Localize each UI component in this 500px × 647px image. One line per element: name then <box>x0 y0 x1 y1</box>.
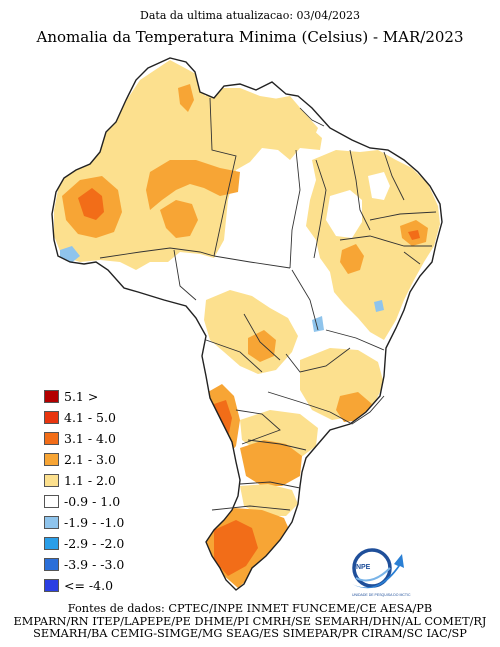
state-line-sp-pr <box>247 439 307 451</box>
legend-swatch <box>44 411 59 424</box>
legend-label: 5.1 > <box>64 389 99 404</box>
legend-swatch <box>44 495 59 508</box>
legend-label: 2.1 - 3.0 <box>64 452 116 467</box>
state-line-al-se <box>403 251 421 265</box>
anomaly-core-center <box>248 330 276 362</box>
legend-swatch <box>44 432 59 445</box>
state-line-ma-pi <box>313 159 327 259</box>
cool-spot-bahia <box>374 300 384 312</box>
state-line-ro-mt <box>173 249 197 301</box>
inpe-logo-icon <box>352 548 404 589</box>
map-title: Anomalia da Temperatura Minima (Celsius)… <box>36 28 464 46</box>
legend-swatch <box>44 516 59 529</box>
white-gap-northeast <box>326 190 362 238</box>
state-line-go-mg <box>285 347 351 373</box>
legend-item: -0.9 - 1.0 <box>44 491 124 512</box>
sources-line-1: Fontes de dados: CPTEC/INPE INMET FUNCEM… <box>67 602 433 615</box>
anomaly-core-acre-inner <box>78 188 104 220</box>
anomaly-field-amapa <box>268 96 318 142</box>
logo-caption: UNIDADE DE PESQUISA DO MCTIC <box>352 593 411 597</box>
state-line-to-ba <box>291 269 319 331</box>
legend-label: 1.1 - 2.0 <box>64 473 116 488</box>
legend-item: 4.1 - 5.0 <box>44 407 124 428</box>
state-line-mg-sp <box>267 391 331 413</box>
anomaly-core-rs <box>214 520 258 576</box>
state-line-pe-ba <box>339 235 432 247</box>
data-sources: Fontes de dados: CPTEC/INPE INMET FUNCEM… <box>0 602 500 641</box>
state-line-pr-sc <box>239 481 301 489</box>
legend-label: -0.9 - 1.0 <box>64 494 121 509</box>
state-line-mg-rj <box>329 395 385 425</box>
state-line-ce-rn <box>383 151 405 201</box>
state-line-pi-ce <box>349 149 371 231</box>
anomaly-field-sc <box>240 484 298 516</box>
legend-label: <= -4.0 <box>64 578 114 593</box>
legend-item: 3.1 - 4.0 <box>44 428 124 449</box>
legend-swatch <box>44 474 59 487</box>
legend: 5.1 > 4.1 - 5.0 3.1 - 4.0 2.1 - 3.0 1.1 … <box>44 386 124 596</box>
state-boundaries <box>99 97 437 511</box>
legend-item: -1.9 - -1.0 <box>44 512 124 533</box>
legend-item: 2.1 - 3.0 <box>44 449 124 470</box>
legend-label: -3.9 - -3.0 <box>64 557 125 572</box>
legend-item: -2.9 - -2.0 <box>44 533 124 554</box>
legend-item: -3.9 - -3.0 <box>44 554 124 575</box>
state-line-mt-ms <box>205 339 263 373</box>
legend-item: 5.1 > <box>44 386 124 407</box>
logo-name: INPE <box>354 564 371 571</box>
state-line-ms-sp-pr <box>235 409 281 445</box>
anomaly-band-amazonas <box>146 160 240 210</box>
anomaly-field-pr <box>240 440 302 486</box>
sources-line-2: EMPARN/RN ITEP/LAPEPE/PE DHME/PI CMRH/SE… <box>13 614 487 628</box>
legend-swatch <box>44 579 59 592</box>
legend-label: -2.9 - -2.0 <box>64 536 125 551</box>
coast-detail <box>299 107 325 127</box>
state-line-mt-go <box>243 313 281 361</box>
legend-label: 4.1 - 5.0 <box>64 410 116 425</box>
legend-label: -1.9 - -1.0 <box>64 515 125 530</box>
state-line-pb-pe <box>369 211 437 221</box>
legend-swatch <box>44 390 59 403</box>
white-gap-northeast-2 <box>368 172 390 200</box>
state-line-sc-rs <box>211 505 291 511</box>
legend-swatch <box>44 537 59 550</box>
anomaly-field-center <box>204 290 298 374</box>
state-line-pa-mt <box>213 255 291 269</box>
state-line-am-ro <box>99 247 215 259</box>
anomaly-core-pe-inner <box>408 230 420 240</box>
state-line-ba-mg <box>325 329 385 351</box>
legend-swatch <box>44 453 59 466</box>
legend-item: 1.1 - 2.0 <box>44 470 124 491</box>
anomaly-spot-roraima <box>178 84 194 112</box>
legend-item: <= -4.0 <box>44 575 124 596</box>
update-date-text: Data da ultima atualizacao: 03/04/2023 <box>140 9 360 22</box>
legend-label: 3.1 - 4.0 <box>64 431 116 446</box>
state-line-pa-ma <box>289 149 301 269</box>
sources-line-3: SEMARH/BA CEMIG-SIMGE/MG SEAG/ES SIMEPAR… <box>33 627 467 640</box>
legend-swatch <box>44 558 59 571</box>
anomaly-core-bahia-north <box>340 244 364 274</box>
state-line-am-pa <box>209 97 237 257</box>
anomaly-band-amazonas-2 <box>160 200 198 238</box>
